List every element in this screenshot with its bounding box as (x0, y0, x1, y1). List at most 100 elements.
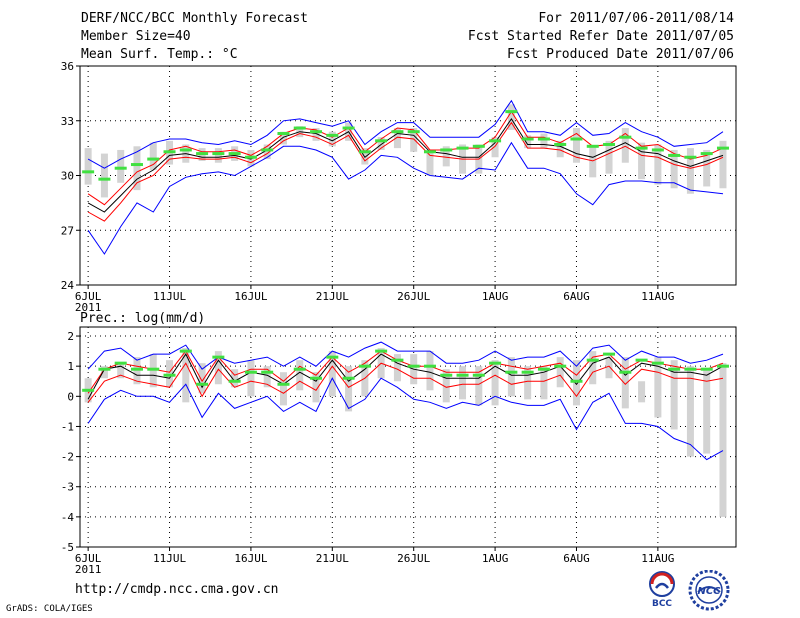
temp-xtick-label: 21JUL (316, 290, 349, 303)
temp-panel: 24 27 30 33 36 6JUL 11JUL 16JUL 21JUL 26JUL 1AUG 6A… (61, 60, 737, 314)
produced-date: Fcst Produced Date 2011/07/06 (507, 47, 734, 62)
temp-mean-marker (407, 130, 420, 134)
prec-mean-marker (423, 364, 436, 368)
prec-mean-marker (375, 349, 388, 353)
temp-mean-marker (98, 177, 111, 181)
temp-mean-marker (391, 130, 404, 134)
prec-range-bar (393, 354, 401, 382)
prec-ytick-label: -5 (61, 541, 74, 554)
temp-range-bar (670, 149, 678, 189)
prec-mean-marker (684, 367, 697, 371)
temp-mean-marker (147, 157, 160, 161)
prec-mean-marker (277, 382, 290, 386)
temp-range-bar (312, 128, 320, 141)
prec-range-bar (117, 363, 125, 379)
temp-mean-marker (130, 163, 143, 167)
temp-range-bar (540, 133, 548, 149)
prec-mean-marker (635, 358, 648, 362)
prec-panel-title: Prec.: log(mm/d) (80, 311, 205, 326)
prec-mean-marker (586, 358, 599, 362)
temp-mean-marker (261, 148, 274, 152)
prec-mean-marker (244, 370, 257, 374)
temp-range-bar (84, 148, 92, 185)
source-url[interactable]: http://cmdp.ncc.cma.gov.cn (75, 582, 279, 597)
temp-ytick-label: 27 (61, 224, 74, 237)
temp-upper-extreme-line (87, 99, 724, 169)
temp-mean-marker (635, 146, 648, 150)
temp-mean-marker (423, 150, 436, 154)
prec-range-bar (507, 357, 515, 397)
temp-range-bar (214, 148, 222, 163)
prec-range-bar (296, 360, 304, 391)
temp-ytick-label: 36 (61, 60, 74, 73)
prec-xtick-label: 11AUG (641, 552, 674, 565)
prec-mean-marker (505, 370, 518, 374)
temp-range-bar (524, 135, 532, 149)
prec-xtick-label: 26JUL (397, 552, 430, 565)
prec-range-bar (540, 366, 548, 400)
temp-mean-marker (700, 152, 713, 156)
temp-range-bar (572, 128, 580, 163)
temp-mean-marker (196, 152, 209, 156)
prec-range-bar (686, 366, 694, 457)
temp-mean-marker (114, 166, 127, 170)
temp-mean-marker (358, 150, 371, 154)
prec-frame (79, 326, 737, 548)
prec-mean-marker (196, 382, 209, 386)
temp-range-bar (621, 128, 629, 163)
temp-mean-marker (179, 148, 192, 152)
temp-mean-marker (342, 126, 355, 130)
prec-mean-marker (82, 388, 95, 392)
prec-ytick-label: 2 (67, 330, 74, 343)
prec-range-bar (182, 348, 190, 403)
prec-mean-marker (358, 364, 371, 368)
prec-range-bar (524, 366, 532, 400)
prec-mean-marker (163, 373, 176, 377)
temp-mean-marker (456, 146, 469, 150)
prec-mean-marker (440, 373, 453, 377)
temp-mean-marker (521, 137, 534, 141)
temp-range-bar (507, 104, 515, 130)
prec-range-bar (263, 366, 271, 388)
prec-mean-marker (179, 349, 192, 353)
temp-range-bar (100, 153, 108, 198)
prec-ytick-label: -1 (61, 420, 74, 433)
prec-range-bar (670, 360, 678, 430)
temp-mean-marker (472, 144, 485, 148)
temp-year-label: 2011 (75, 301, 102, 314)
temp-range-bar (279, 131, 287, 145)
temp-range-bar (654, 144, 662, 185)
temp-range-bar (638, 142, 646, 180)
prec-mean-marker (472, 373, 485, 377)
prec-ytick-label: -2 (61, 451, 74, 464)
temp-mean-marker (440, 148, 453, 152)
temp-mean-marker (375, 139, 388, 143)
prec-mean-marker (537, 367, 550, 371)
prec-range-bar (166, 360, 174, 388)
bcc-logo-text: BCC (652, 599, 672, 609)
temp-xtick-label: 6JUL (75, 290, 102, 303)
prec-range-bar (475, 366, 483, 406)
prec-range-bar (198, 363, 206, 394)
prec-mean-marker (261, 370, 274, 374)
temp-mean-marker (668, 153, 681, 157)
temp-mean-marker (228, 152, 241, 156)
prec-mean-marker (651, 361, 664, 365)
temp-range-bar (263, 144, 271, 160)
temp-mean-marker (277, 132, 290, 136)
temp-range-bar (686, 148, 694, 194)
prec-range-bar (328, 351, 336, 397)
bcc-logo-icon: BCC (649, 571, 675, 609)
prec-mean-marker (489, 361, 502, 365)
prec-mean-marker (570, 379, 583, 383)
temp-mean-marker (82, 170, 95, 174)
prec-mean-marker (310, 376, 323, 380)
grads-credit: GrADS: COLA/IGES (6, 604, 93, 614)
prec-mean-marker (603, 352, 616, 356)
prec-range-bar (589, 351, 597, 385)
temp-mean-marker (716, 146, 729, 150)
prec-mean-marker (130, 367, 143, 371)
prec-xtick-label: 21JUL (316, 552, 349, 565)
prec-mean-marker (700, 367, 713, 371)
prec-ytick-label: 1 (67, 360, 74, 373)
